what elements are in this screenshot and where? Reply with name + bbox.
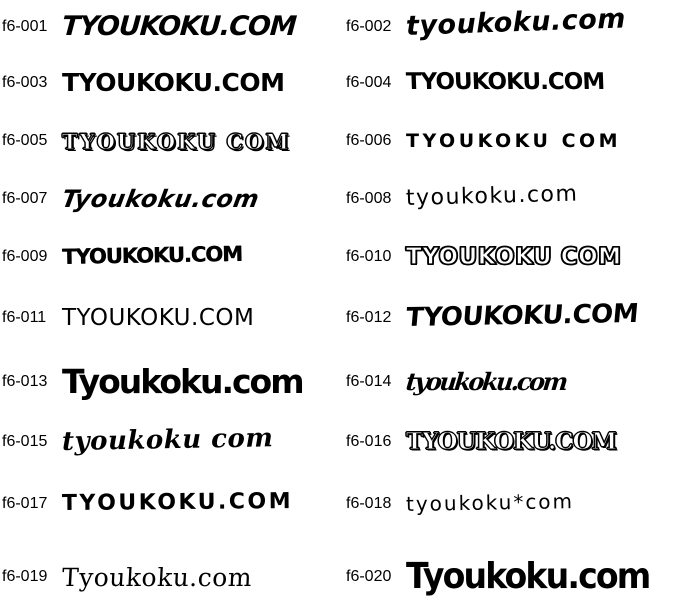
font-sample-text: TYOUKOKU.COM [61,241,243,269]
specimen-row-f6-010: f6-010 TYOUKOKU COM [342,228,685,286]
font-sample-text: TYOUKOKU COM [405,243,622,270]
specimen-row-f6-019: f6-019 Tyoukoku.com [0,538,342,616]
specimen-row-f6-013: f6-013 Tyoukoku.com [0,350,342,413]
font-sample-text: TYOUKOKU.COM [60,11,297,42]
specimen-row-f6-016: f6-016 TYOUKOKU.COM [342,413,685,470]
font-sample-text: tyoukoku*com [405,489,575,516]
font-id-label: f6-019 [2,568,48,585]
font-id-label: f6-003 [2,73,48,91]
specimen-row-f6-011: f6-011 TYOUKOKU.COM [0,286,342,350]
specimen-row-f6-003: f6-003 TYOUKOKU.COM [0,53,342,112]
specimen-row-f6-006: f6-006 TYOUKOKU COM [342,112,685,170]
font-sample-text: tyoukoku.com [405,181,579,211]
font-sample-text: TYOUKOKU.COM [61,488,294,516]
font-sample-text: TYOUKOKU.COM [405,69,605,95]
font-sample-text: Tyoukoku.com [62,362,305,401]
font-id-label: f6-011 [2,309,47,326]
font-id-label: f6-015 [2,432,48,450]
specimen-row-f6-007: f6-007 Tyoukoku.com [0,170,342,228]
specimen-row-f6-012: f6-012 TYOUKOKU.COM [342,286,685,350]
font-id-label: f6-005 [2,132,48,149]
font-id-label: f6-001 [2,17,48,35]
font-sample-text: tyoukoku com [61,422,274,457]
specimen-row-f6-009: f6-009 TYOUKOKU.COM [0,228,342,286]
font-sample-text: tyoukoku.com [405,3,627,42]
specimen-row-f6-018: f6-018 tyoukoku*com [342,470,685,538]
font-id-label: f6-013 [2,372,48,390]
font-sample-text: TYOUKOKU COM [62,128,291,154]
font-id-label: f6-014 [346,372,392,390]
font-id-label: f6-018 [346,495,392,512]
font-sample-text: Tyoukoku.com [59,185,262,213]
font-id-label: f6-017 [2,495,48,512]
font-id-label: f6-006 [346,132,392,149]
specimen-row-f6-017: f6-017 TYOUKOKU.COM [0,470,342,538]
specimen-row-f6-005: f6-005 TYOUKOKU COM [0,112,342,170]
font-sample-text: TYOUKOKU.COM [404,298,640,333]
font-id-label: f6-002 [346,17,392,35]
font-id-label: f6-016 [346,432,392,450]
specimen-row-f6-004: f6-004 TYOUKOKU.COM [342,53,685,112]
font-id-label: f6-008 [346,190,392,207]
font-sample-text: TYOUKOKU.COM [406,428,618,455]
font-sample-text: tyoukoku.com [404,366,568,396]
font-sample-text: Tyoukoku.com [61,562,253,592]
specimen-row-f6-001: f6-001 TYOUKOKU.COM [0,0,342,53]
specimen-row-f6-002: f6-002 tyoukoku.com [342,0,685,53]
specimen-row-f6-008: f6-008 tyoukoku.com [342,170,685,228]
font-id-label: f6-010 [346,248,392,265]
font-id-label: f6-004 [346,73,392,91]
font-id-label: f6-020 [346,568,392,585]
font-id-label: f6-007 [2,190,48,207]
font-id-label: f6-012 [346,309,392,326]
font-sample-text: TYOUKOKU.COM [62,304,255,331]
font-id-label: f6-009 [2,248,48,265]
specimen-row-f6-015: f6-015 tyoukoku com [0,413,342,470]
specimen-row-f6-020: f6-020 Tyoukoku.com [342,538,685,616]
font-sample-text: TYOUKOKU.COM [62,68,285,97]
font-sample-text: Tyoukoku.com [406,556,651,597]
specimen-row-f6-014: f6-014 tyoukoku.com [342,350,685,413]
font-sample-text: TYOUKOKU COM [406,129,622,152]
